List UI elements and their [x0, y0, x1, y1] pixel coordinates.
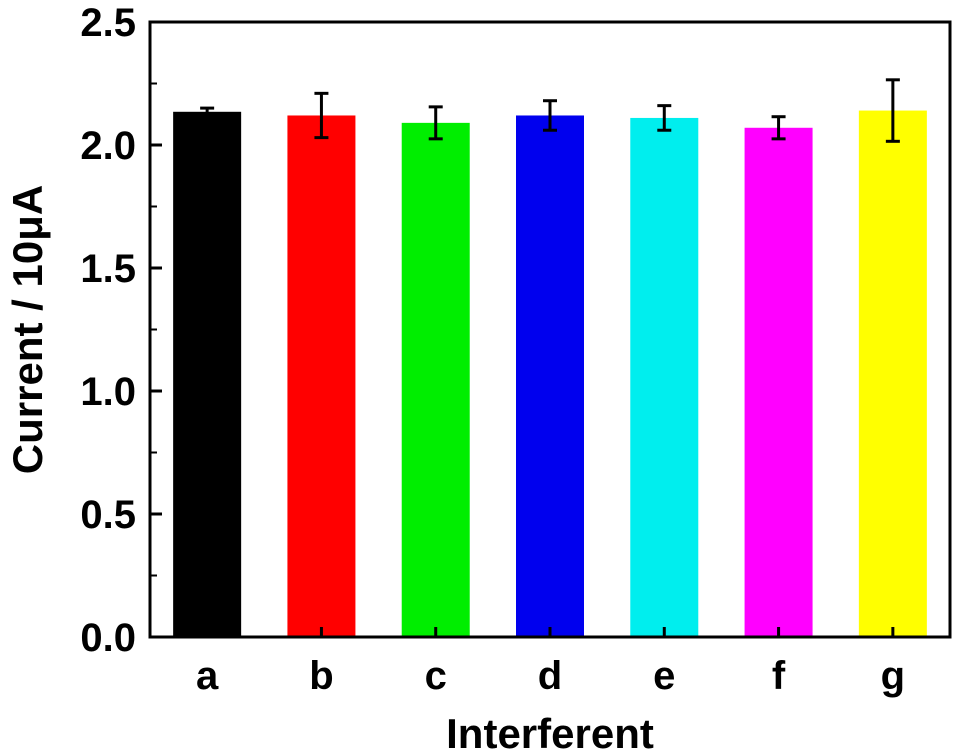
bar-d: [516, 115, 584, 638]
y-tick-label: 0.0: [80, 616, 136, 660]
x-tick-label: f: [772, 654, 786, 698]
y-tick-label: 1.5: [80, 247, 136, 291]
bar-b: [287, 115, 356, 638]
y-tick-label: 1.0: [80, 370, 136, 414]
bar-f: [744, 127, 813, 637]
bar-a: [173, 111, 242, 638]
x-tick-label: d: [538, 654, 562, 698]
y-tick-label: 2.5: [80, 1, 136, 45]
bar-g: [858, 110, 927, 637]
x-axis-title: Interferent: [446, 710, 654, 756]
y-tick-label: 2.0: [80, 124, 136, 168]
y-axis-title: Current / 10μA: [4, 185, 51, 474]
x-axis-ticks: a b c d e f g: [196, 627, 905, 698]
x-tick-label: b: [309, 654, 333, 698]
error-bar-f: [771, 115, 786, 141]
bar-e: [630, 117, 699, 637]
error-bar-e: [657, 104, 672, 132]
error-bar-c: [428, 105, 443, 141]
error-bar-g: [885, 78, 900, 143]
x-tick-label: c: [425, 654, 447, 698]
error-bar-d: [543, 99, 557, 132]
y-tick-label: 0.5: [80, 493, 136, 537]
error-bars-group: [200, 78, 900, 143]
bars-group: [173, 110, 927, 638]
y-axis-ticks: 0.0 0.5 1.0 1.5 2.0 2.5: [80, 1, 162, 660]
error-bar-b: [314, 91, 329, 140]
bar-c: [401, 122, 470, 638]
error-bar-a: [200, 106, 215, 117]
x-tick-label: a: [196, 654, 219, 698]
x-tick-label: e: [653, 654, 675, 698]
x-tick-label: g: [881, 654, 905, 698]
